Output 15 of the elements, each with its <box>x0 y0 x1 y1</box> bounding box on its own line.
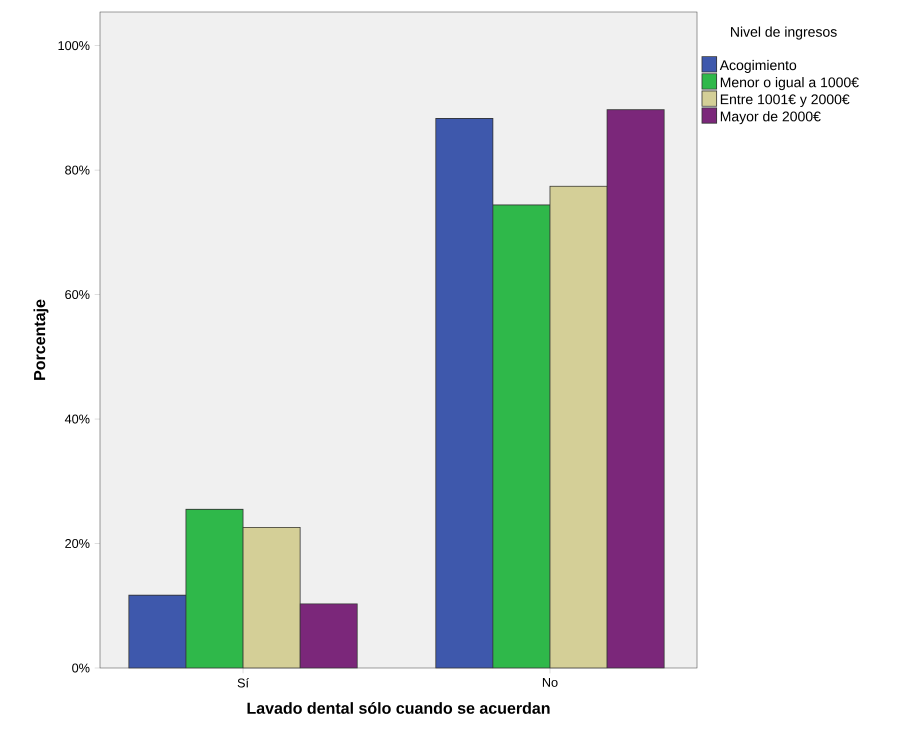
x-tick-label: Sí <box>238 678 249 688</box>
legend-label: Mayor de 2000€ <box>720 111 821 124</box>
y-axis-title: Porcentaje <box>34 300 48 380</box>
legend-label: Acogimiento <box>720 60 796 73</box>
legend-label: Menor o igual a 1000€ <box>720 77 859 90</box>
y-tick-label: 80% <box>65 166 90 175</box>
y-tick-label: 40% <box>64 414 90 424</box>
legend-label: Entre 1001€ y 2000€ <box>720 94 850 108</box>
y-tick-label: 20% <box>65 539 90 548</box>
x-axis-title: Lavado dental sólo cuando se acuerdan <box>248 702 550 714</box>
y-tick-label: 100% <box>58 41 90 50</box>
legend-title: Nivel de ingresos <box>731 26 837 40</box>
y-tick-label: 0% <box>72 664 90 672</box>
x-tick-label: No <box>542 678 558 687</box>
y-tick-label: 60% <box>65 290 90 300</box>
